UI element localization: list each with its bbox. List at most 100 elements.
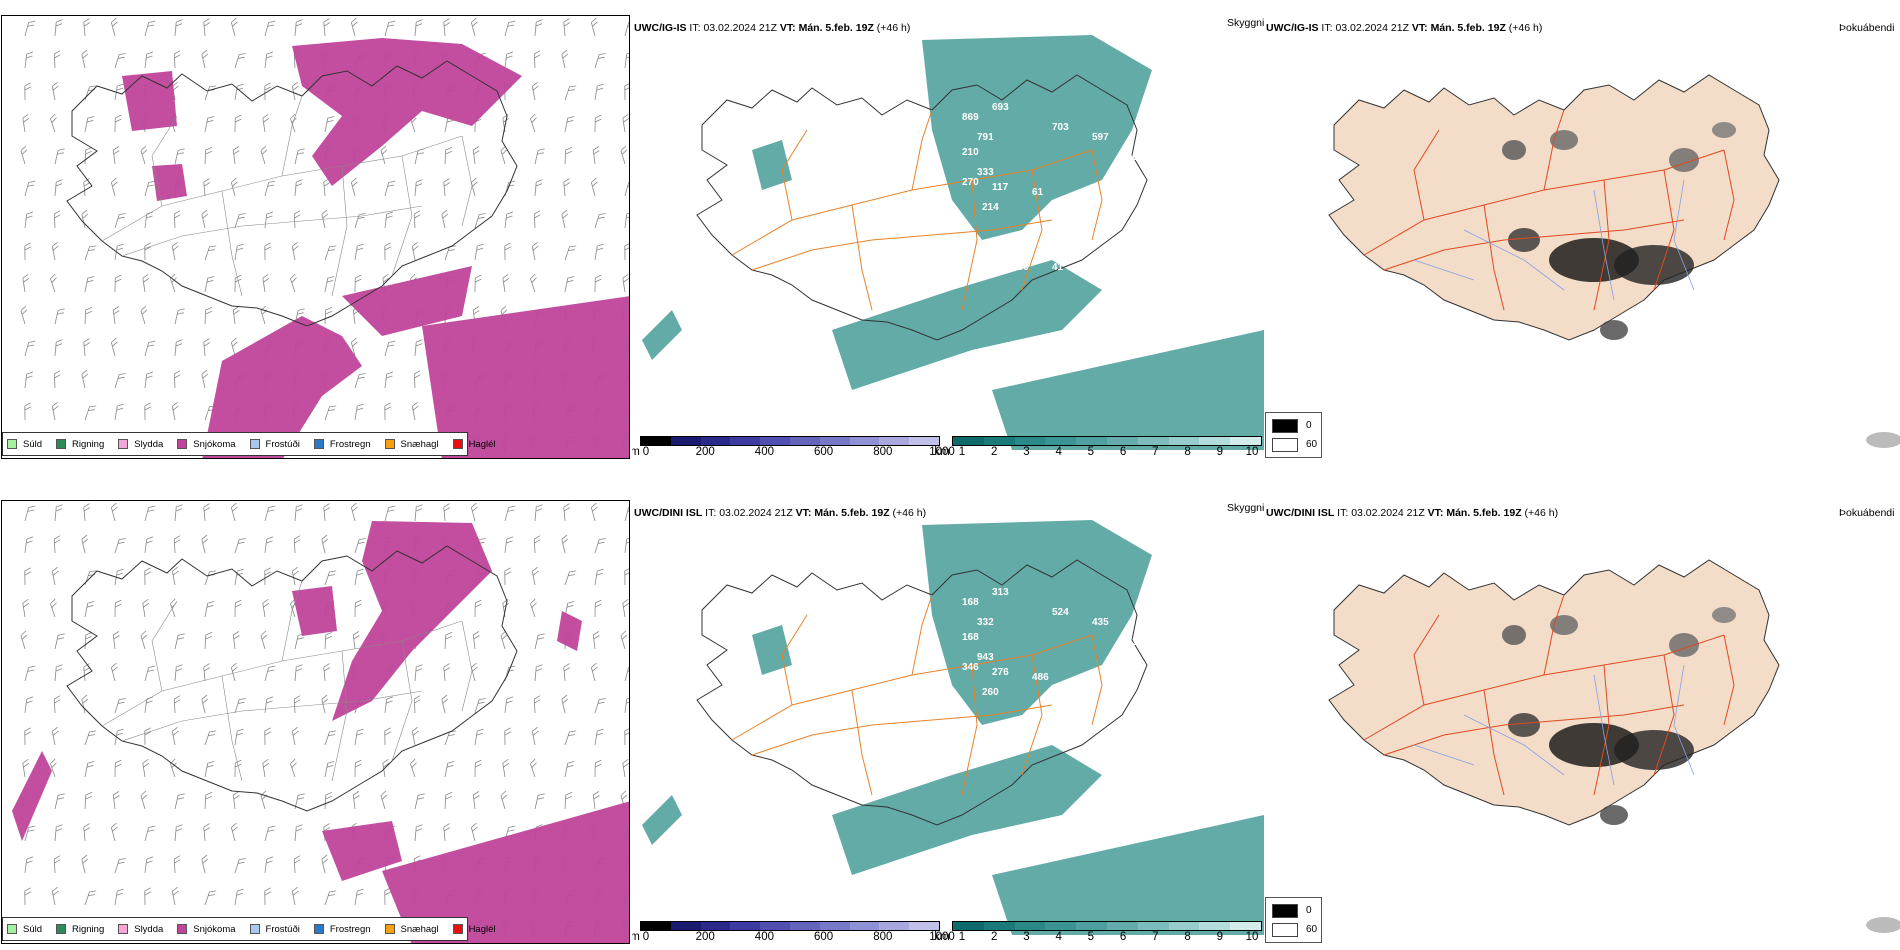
wind-barb [411, 401, 419, 421]
wind-barb [203, 663, 211, 682]
wind-barb [114, 599, 122, 618]
wind-barb [54, 824, 63, 842]
wind-barb [504, 567, 511, 586]
wind-barb [504, 211, 514, 229]
wind-barb [472, 146, 480, 165]
wind-barb [264, 242, 271, 261]
legend-label: Súld [23, 438, 43, 450]
visibility-value: 435 [1092, 617, 1109, 628]
snow-area [292, 38, 522, 186]
visibility-value: 61 [1032, 187, 1044, 198]
wind-barb [171, 726, 179, 746]
visibility-value: 313 [992, 587, 1009, 598]
visibility-value: 693 [992, 102, 1009, 113]
wind-barb [533, 695, 541, 714]
road [1543, 594, 1565, 676]
wind-barb [54, 148, 65, 165]
rivers [1413, 179, 1695, 301]
fog-legend-swatch-0 [1272, 904, 1298, 918]
wind-barb [624, 180, 629, 197]
river [1463, 714, 1565, 776]
wind-barb [324, 276, 335, 293]
wind-barb [350, 337, 358, 357]
river [1413, 744, 1475, 766]
wind-barb [144, 825, 156, 842]
visibility-value: 566 [1062, 332, 1079, 343]
legend-label: Frostregn [329, 923, 371, 935]
wind-barb [170, 598, 177, 618]
legend-item-3: Snjókoma [177, 924, 236, 935]
fog-area [1614, 245, 1694, 285]
legend-item-7: Haglél [452, 438, 496, 450]
elevation-tick: 800 [873, 446, 893, 458]
wind-barb [22, 598, 30, 618]
wind-barb [533, 535, 541, 554]
panel-title: UWC/IG-IS IT: 03.02.2024 21Z VT: Mán. 5.… [634, 22, 911, 34]
wind-barb [53, 50, 61, 69]
road [1483, 204, 1505, 311]
wind-barb [84, 890, 97, 906]
wind-barb [564, 276, 575, 293]
elevation-color-step [641, 922, 671, 930]
wind-barb [230, 502, 238, 522]
wind-barb [264, 211, 274, 229]
wind-barb [384, 505, 396, 522]
wind-barb [590, 17, 598, 37]
wind-barb [624, 51, 629, 69]
wind-barb [114, 83, 124, 101]
wind-barb [291, 886, 299, 906]
visibility-value: 703 [1052, 122, 1069, 133]
river [1673, 664, 1695, 776]
wind-barb [24, 242, 31, 261]
road [1653, 169, 1675, 291]
wind-barb [384, 211, 394, 229]
elevation-colorbar [640, 921, 940, 931]
road [1483, 689, 1505, 796]
wind-barb [380, 145, 388, 165]
wind-barb [620, 145, 628, 165]
panel-title: UWC/IG-IS IT: 03.02.2024 21Z VT: Mán. 5.… [1266, 22, 1543, 34]
wind-barb [413, 370, 421, 389]
visibility-colorbar [952, 921, 1262, 931]
snow-areas [12, 521, 629, 943]
wind-barb [413, 210, 421, 229]
wind-barb [54, 793, 65, 810]
wind-barb [232, 146, 240, 165]
wind-barb [262, 758, 270, 778]
wind-barb [290, 758, 297, 778]
fog-areas [1502, 122, 1900, 448]
wind-barb [414, 179, 423, 197]
legend-label: Haglél [468, 438, 496, 450]
visibility-value: 270 [962, 177, 979, 188]
wind-barb [534, 19, 543, 37]
road [1593, 664, 1610, 796]
legend-label: Haglél [468, 923, 496, 935]
wind-barb [504, 505, 516, 522]
wind-barb [230, 822, 238, 842]
road [1653, 654, 1675, 776]
visibility-value: 293 [952, 252, 969, 263]
wind-barb [234, 858, 246, 874]
legend-swatch [313, 439, 324, 449]
wind-barb [234, 114, 242, 133]
wind-barb [142, 273, 150, 293]
wind-barb [84, 730, 97, 746]
wind-barb [53, 855, 61, 874]
elevation-color-step [730, 922, 761, 930]
wind-barb [530, 758, 537, 778]
wind-barb [144, 887, 151, 906]
wind-barb [323, 18, 331, 37]
wind-barb [234, 213, 246, 229]
road [1413, 129, 1440, 221]
wind-barb [83, 18, 91, 37]
road [1091, 634, 1103, 726]
wind-barb [204, 631, 213, 650]
wind-barb [594, 759, 602, 778]
wind-barb [444, 146, 453, 165]
wind-barb [201, 854, 209, 874]
wind-barb [592, 146, 600, 165]
wind-barb [24, 20, 36, 37]
wind-barb [590, 662, 598, 682]
